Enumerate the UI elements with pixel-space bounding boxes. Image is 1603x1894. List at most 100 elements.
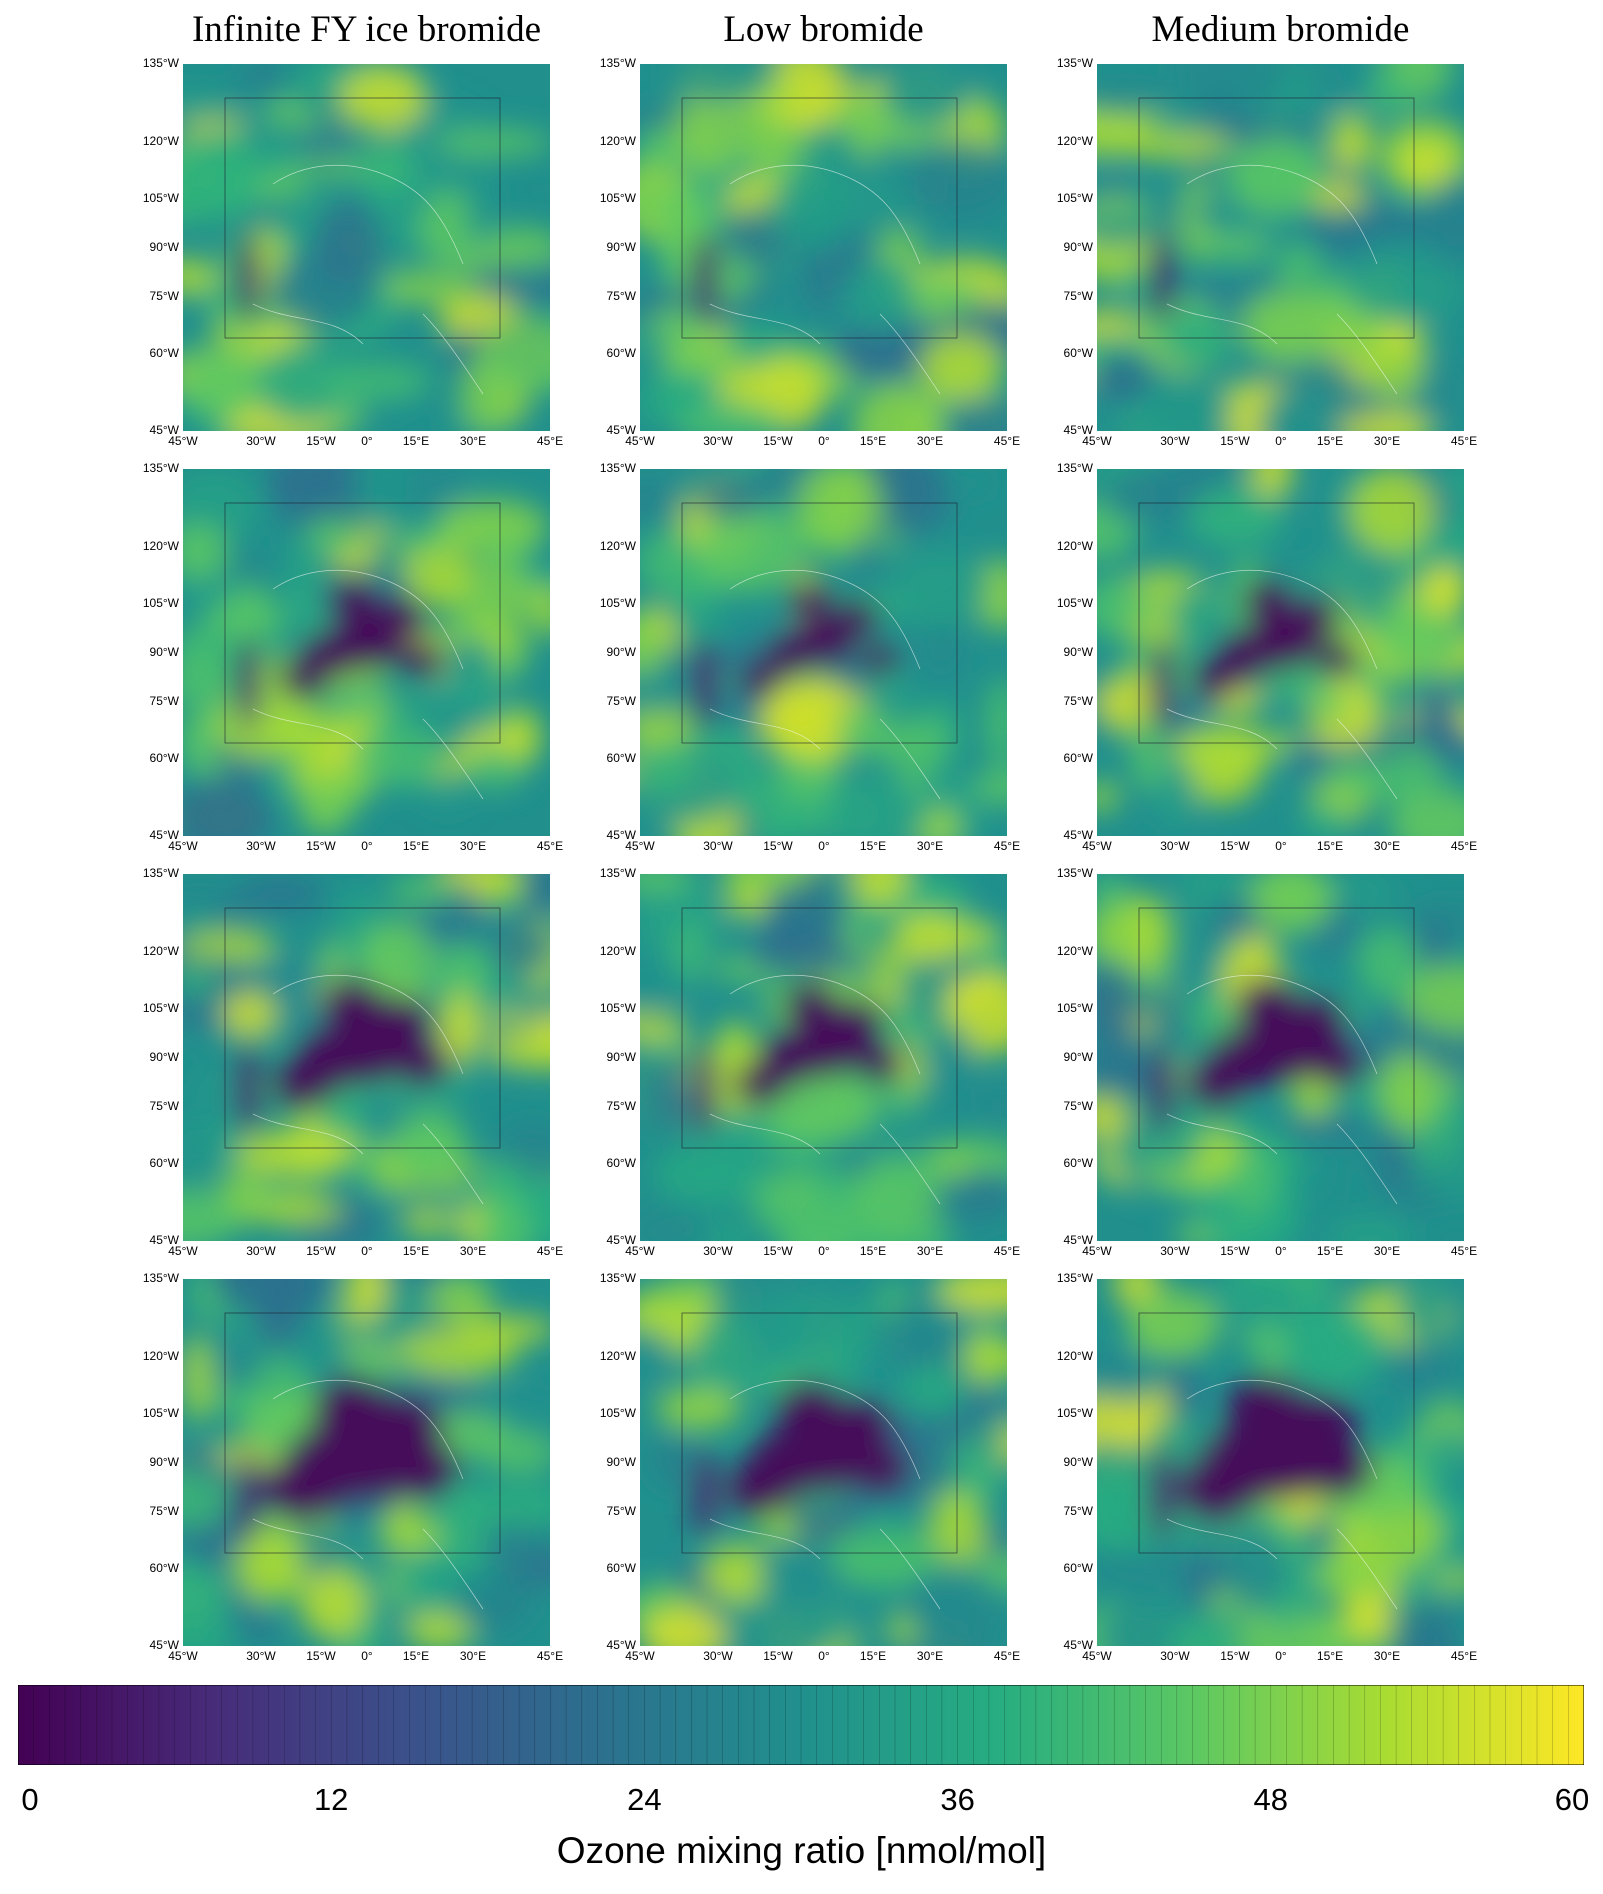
y-tick-label: 105°W	[599, 1001, 636, 1015]
x-tick-label: 0°	[361, 1244, 373, 1258]
y-tick-label: 90°W	[1063, 645, 1093, 659]
x-tick-label: 30°W	[246, 839, 276, 853]
y-tick-label: 45°W	[606, 1233, 636, 1247]
y-tick-label: 120°W	[1056, 1349, 1093, 1363]
y-tick-label: 135°W	[1056, 1271, 1093, 1285]
x-tick-label: 45°E	[1450, 1649, 1478, 1663]
y-tick-label: 135°W	[599, 866, 636, 880]
y-tick-label: 135°W	[599, 1271, 636, 1285]
x-tick-label: 30°E	[916, 1649, 944, 1663]
y-tick-label: 120°W	[599, 944, 636, 958]
y-tick-label: 75°W	[606, 694, 636, 708]
y-tick-label: 75°W	[1063, 694, 1093, 708]
map-panel-r4-c1	[183, 1279, 550, 1646]
ozone-field	[1097, 874, 1464, 1241]
x-tick-label: 30°E	[1373, 1649, 1401, 1663]
x-tick-label: 0°	[1275, 1649, 1287, 1663]
x-tick-label: 15°W	[306, 1649, 336, 1663]
y-tick-label: 75°W	[606, 1504, 636, 1518]
colorbar-tick-label: 48	[1253, 1782, 1289, 1817]
x-tick-label: 30°E	[459, 1649, 487, 1663]
map-panel-r4-c2	[640, 1279, 1007, 1646]
map-panel-r2-c3	[1097, 469, 1464, 836]
ozone-field	[640, 874, 1007, 1241]
y-tick-label: 105°W	[1056, 191, 1093, 205]
y-tick-label: 60°W	[606, 346, 636, 360]
x-tick-label: 45°E	[993, 1244, 1021, 1258]
y-tick-label: 120°W	[1056, 134, 1093, 148]
x-tick-label: 15°E	[859, 1244, 887, 1258]
x-tick-label: 45°W	[625, 839, 655, 853]
x-tick-label: 30°W	[703, 434, 733, 448]
x-tick-label: 0°	[1275, 1244, 1287, 1258]
x-tick-label: 30°W	[1160, 1244, 1190, 1258]
y-tick-label: 75°W	[1063, 1504, 1093, 1518]
colorbar	[18, 1685, 1584, 1765]
x-tick-label: 15°E	[859, 434, 887, 448]
colorbar-tick-label: 12	[313, 1782, 349, 1817]
colorbar-tick-label: 36	[940, 1782, 975, 1817]
x-tick-label: 15°W	[306, 839, 336, 853]
y-tick-label: 45°W	[606, 828, 636, 842]
y-tick-label: 90°W	[606, 240, 636, 254]
x-tick-label: 30°E	[459, 434, 487, 448]
x-tick-label: 45°E	[993, 839, 1021, 853]
y-tick-label: 90°W	[1063, 240, 1093, 254]
x-tick-label: 15°E	[402, 1244, 430, 1258]
y-tick-label: 135°W	[599, 56, 636, 70]
y-tick-label: 75°W	[149, 694, 179, 708]
colorbar-tick-label: 60	[1554, 1782, 1590, 1817]
x-tick-label: 45°W	[625, 1244, 655, 1258]
y-tick-label: 120°W	[599, 134, 636, 148]
colorbar-tick-label: 24	[627, 1782, 662, 1817]
y-tick-label: 60°W	[1063, 346, 1093, 360]
x-tick-label: 0°	[818, 434, 830, 448]
y-tick-label: 120°W	[142, 134, 179, 148]
y-tick-label: 60°W	[606, 1561, 636, 1575]
x-tick-label: 30°W	[703, 1649, 733, 1663]
y-tick-label: 120°W	[142, 944, 179, 958]
x-tick-label: 15°E	[1316, 434, 1344, 448]
map-panel-r2-c1	[183, 469, 550, 836]
x-tick-label: 45°W	[1082, 1244, 1112, 1258]
y-tick-label: 105°W	[142, 191, 179, 205]
y-tick-label: 120°W	[142, 539, 179, 553]
column-title-2: Low bromide	[723, 9, 924, 50]
x-tick-label: 30°W	[1160, 1649, 1190, 1663]
map-panel-r2-c2	[640, 469, 1007, 836]
y-tick-label: 60°W	[149, 1156, 179, 1170]
x-tick-label: 45°W	[168, 434, 198, 448]
y-tick-label: 60°W	[1063, 1561, 1093, 1575]
y-tick-label: 60°W	[1063, 1156, 1093, 1170]
x-tick-label: 0°	[1275, 434, 1287, 448]
y-tick-label: 120°W	[142, 1349, 179, 1363]
y-tick-label: 105°W	[599, 1406, 636, 1420]
y-tick-label: 105°W	[599, 596, 636, 610]
x-tick-label: 15°W	[763, 434, 793, 448]
y-tick-label: 45°W	[1063, 1233, 1093, 1247]
x-tick-label: 45°W	[168, 839, 198, 853]
y-tick-label: 60°W	[606, 1156, 636, 1170]
y-tick-label: 45°W	[149, 1638, 179, 1652]
x-tick-label: 15°E	[1316, 839, 1344, 853]
x-tick-label: 15°E	[859, 1649, 887, 1663]
x-tick-label: 30°E	[459, 1244, 487, 1258]
y-tick-label: 75°W	[149, 1504, 179, 1518]
x-tick-label: 15°W	[763, 1244, 793, 1258]
y-tick-label: 45°W	[149, 828, 179, 842]
x-tick-label: 45°E	[1450, 1244, 1478, 1258]
y-tick-label: 120°W	[599, 539, 636, 553]
x-tick-label: 30°E	[459, 839, 487, 853]
ozone-field	[183, 469, 550, 836]
x-tick-label: 15°W	[1220, 1244, 1250, 1258]
x-tick-label: 45°E	[536, 1649, 564, 1663]
map-panel-r4-c3	[1097, 1279, 1464, 1646]
y-tick-label: 135°W	[142, 1271, 179, 1285]
y-tick-label: 120°W	[1056, 944, 1093, 958]
colorbar-tick-label: 0	[21, 1782, 39, 1817]
x-tick-label: 45°E	[1450, 839, 1478, 853]
x-tick-label: 45°E	[536, 1244, 564, 1258]
x-tick-label: 45°W	[1082, 434, 1112, 448]
x-tick-label: 0°	[818, 1244, 830, 1258]
y-tick-label: 90°W	[149, 240, 179, 254]
